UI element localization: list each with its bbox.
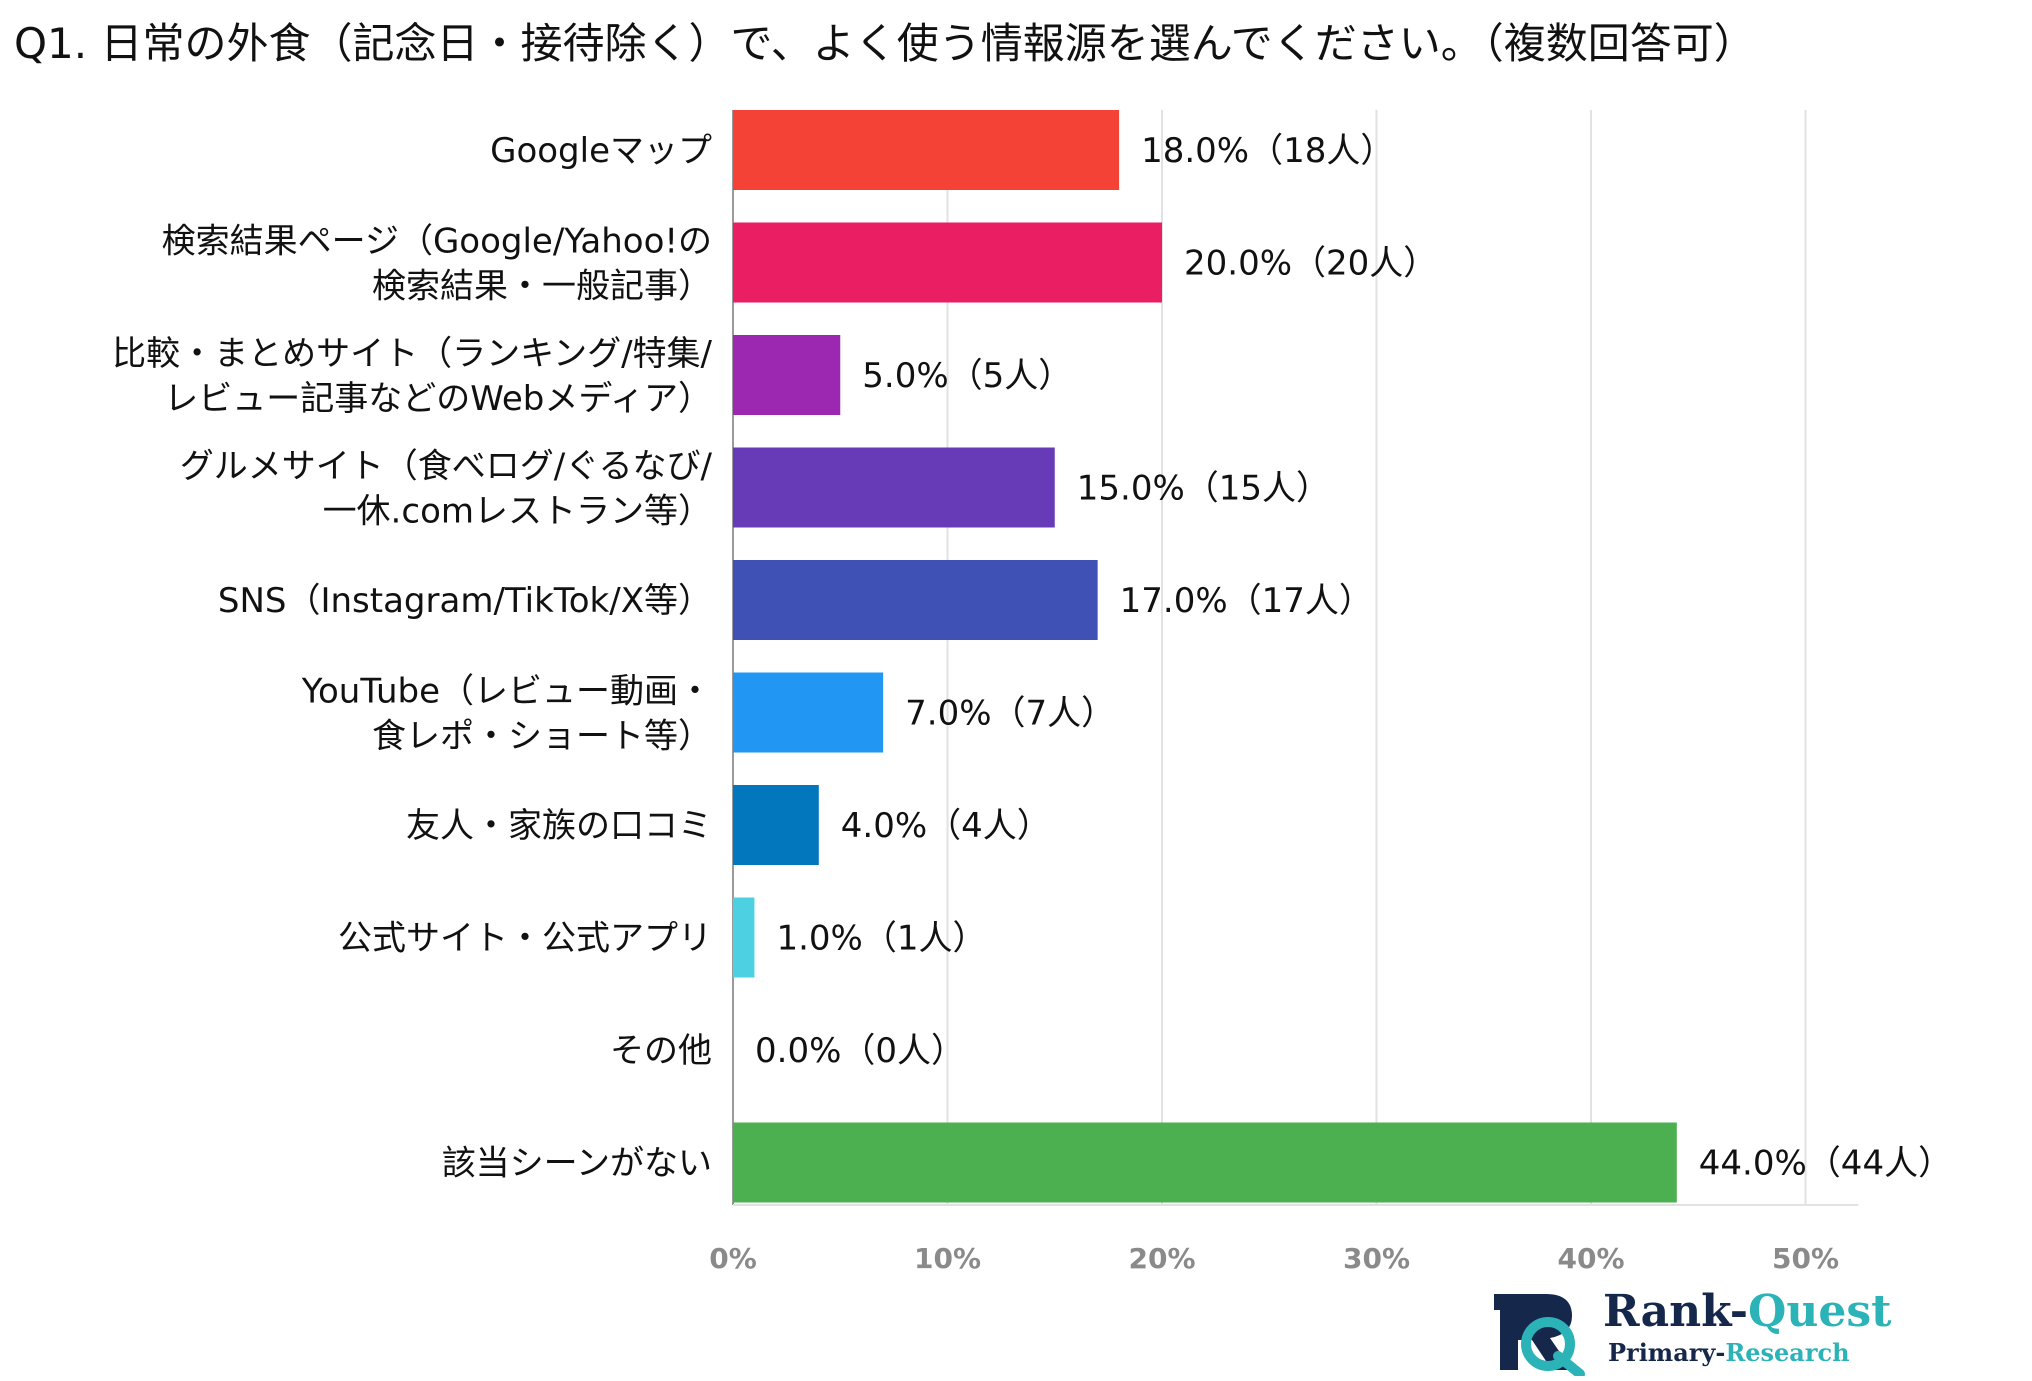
category-labels: Googleマップ検索結果ページ（Google/Yahoo!の検索結果・一般記事… xyxy=(112,131,712,1184)
data-label: 7.0%（7人） xyxy=(905,694,1115,734)
category-label: 公式サイト・公式アプリ xyxy=(338,919,712,959)
category-label: 比較・まとめサイト（ランキング/特集/レビュー記事などのWebメディア） xyxy=(112,334,712,419)
data-label: 0.0%（0人） xyxy=(755,1031,965,1071)
bars xyxy=(733,110,1677,1203)
x-tick-label: 30% xyxy=(1343,1242,1410,1275)
bar xyxy=(733,110,1120,190)
category-label: グルメサイト（食べログ/ぐるなび/一休.comレストラン等） xyxy=(180,447,713,532)
bar xyxy=(733,1122,1677,1203)
x-tick-label: 20% xyxy=(1128,1242,1195,1275)
brand-subtitle: Primary-Research xyxy=(1608,1338,1850,1367)
bar xyxy=(733,672,884,753)
data-label: 44.0%（44人） xyxy=(1699,1144,1952,1184)
x-tick-label: 0% xyxy=(709,1242,757,1275)
bar xyxy=(733,560,1098,640)
bar xyxy=(733,447,1055,528)
value-labels: 18.0%（18人） 20.0%（20人） 5.0%（5人） 15.0%（15人） 17… xyxy=(755,131,1952,1184)
data-label: 18.0%（18人） xyxy=(1141,131,1394,171)
data-label: 1.0%（1人） xyxy=(776,919,986,959)
rq-monogram-icon xyxy=(1494,1294,1585,1376)
data-label: 17.0%（17人） xyxy=(1120,581,1373,621)
bar xyxy=(733,897,755,978)
data-label: 4.0%（4人） xyxy=(841,806,1051,846)
category-label: 検索結果ページ（Google/Yahoo!の検索結果・一般記事） xyxy=(162,222,712,307)
category-label: SNS（Instagram/TikTok/X等） xyxy=(218,581,712,621)
category-label: 友人・家族の口コミ xyxy=(406,806,712,846)
data-label: 15.0%（15人） xyxy=(1077,469,1330,509)
x-tick-label: 40% xyxy=(1557,1242,1624,1275)
category-label: Googleマップ xyxy=(490,131,712,171)
bar xyxy=(733,335,841,415)
bar xyxy=(733,785,819,865)
bar xyxy=(733,222,1162,303)
brand-name: Rank-Quest xyxy=(1603,1286,1892,1337)
category-label: 該当シーンがない xyxy=(442,1144,712,1184)
x-tick-label: 50% xyxy=(1772,1242,1839,1275)
chart-title: Q1. 日常の外食（記念日・接待除く）で、よく使う情報源を選んでください。（複数… xyxy=(14,19,1756,68)
brand-logo: Rank-Quest Primary-Research xyxy=(1488,1286,1892,1378)
x-tick-label: 10% xyxy=(914,1242,981,1275)
category-label: YouTube（レビュー動画・食レポ・ショート等） xyxy=(301,672,712,757)
data-label: 20.0%（20人） xyxy=(1184,244,1437,284)
data-label: 5.0%（5人） xyxy=(862,356,1072,396)
category-label: その他 xyxy=(610,1031,712,1071)
x-axis-ticks: 0% 10% 20% 30% 40% 50% xyxy=(709,1242,1839,1275)
